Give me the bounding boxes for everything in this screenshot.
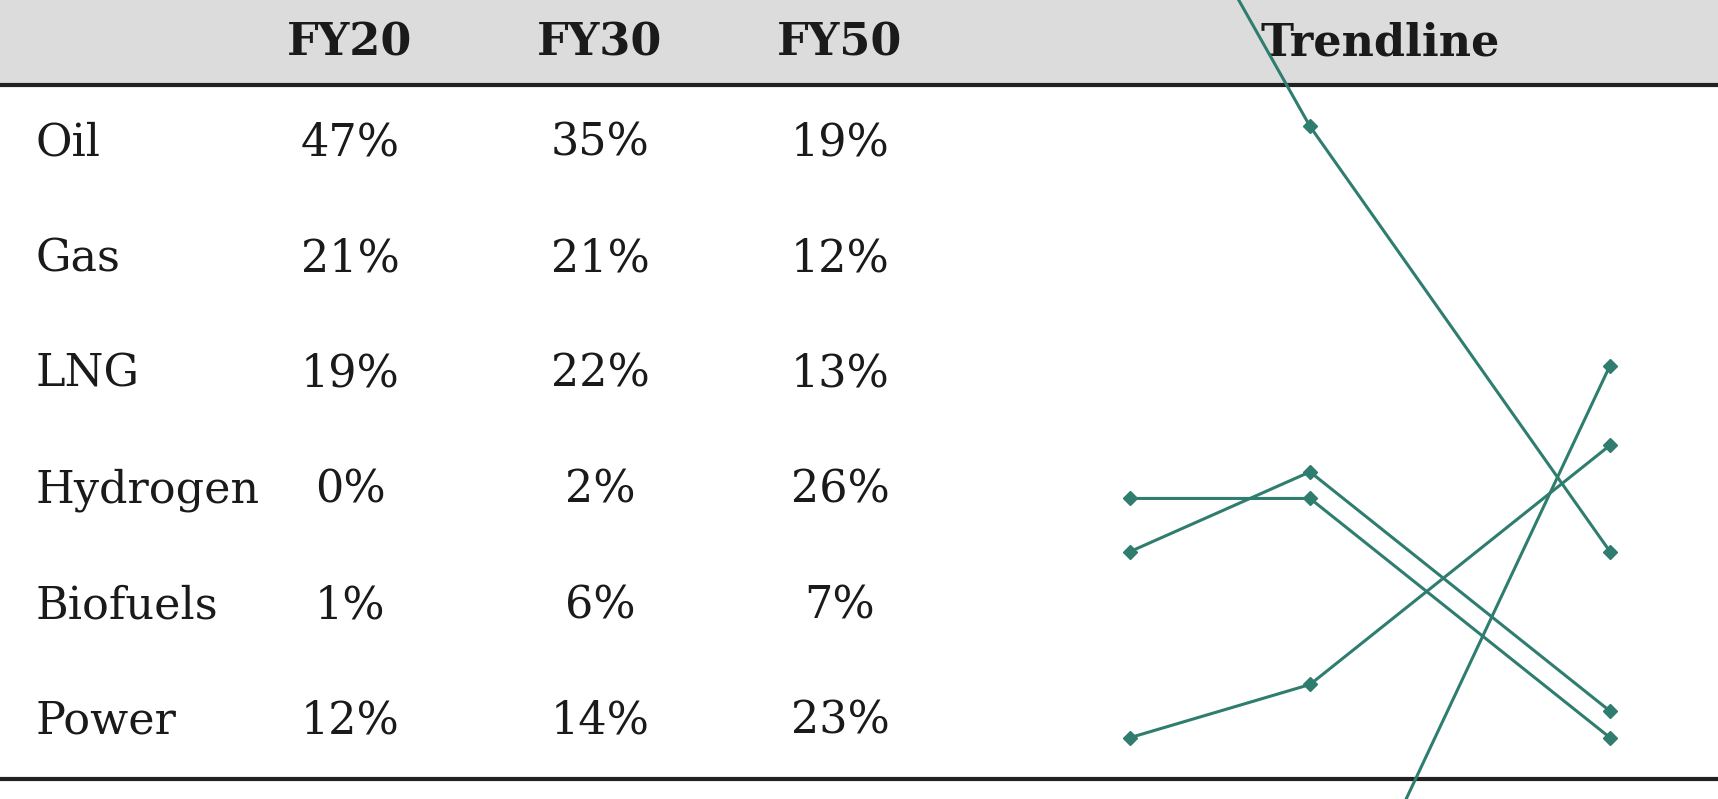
Text: 14%: 14% — [550, 700, 649, 743]
Text: 26%: 26% — [790, 468, 890, 511]
Text: 13%: 13% — [790, 352, 890, 396]
Text: FY20: FY20 — [287, 21, 412, 64]
Text: 35%: 35% — [550, 121, 649, 165]
Text: Gas: Gas — [34, 237, 120, 280]
Text: Power: Power — [34, 700, 175, 743]
Text: 21%: 21% — [301, 237, 400, 280]
Text: 22%: 22% — [550, 352, 649, 396]
Text: Oil: Oil — [34, 121, 100, 165]
Text: 21%: 21% — [550, 237, 649, 280]
Text: Biofuels: Biofuels — [34, 584, 218, 627]
Text: LNG: LNG — [34, 352, 139, 396]
Text: 47%: 47% — [301, 121, 400, 165]
Text: 12%: 12% — [301, 700, 400, 743]
Text: FY30: FY30 — [538, 21, 663, 64]
Text: FY50: FY50 — [777, 21, 902, 64]
Text: 7%: 7% — [804, 584, 876, 627]
Text: 23%: 23% — [790, 700, 890, 743]
Text: 0%: 0% — [314, 468, 385, 511]
Text: 6%: 6% — [565, 584, 636, 627]
Bar — [0, 0, 1718, 85]
Text: 1%: 1% — [314, 584, 385, 627]
Text: Trendline: Trendline — [1261, 21, 1500, 64]
Text: 2%: 2% — [565, 468, 636, 511]
Text: 19%: 19% — [301, 352, 400, 396]
Text: 12%: 12% — [790, 237, 890, 280]
Text: Hydrogen: Hydrogen — [34, 468, 259, 511]
Text: 19%: 19% — [790, 121, 890, 165]
